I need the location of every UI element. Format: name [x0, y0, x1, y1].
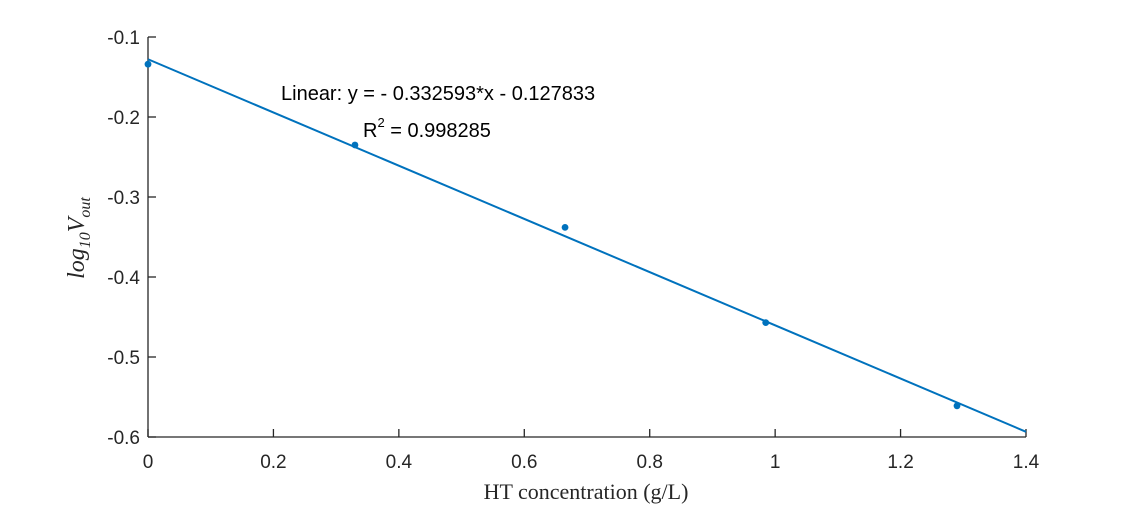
y-tick-label: -0.5: [107, 348, 140, 369]
data-point: [561, 224, 569, 231]
y-axis-title-base: log: [64, 248, 90, 279]
equation-annotation: Linear: y = - 0.332593*x - 0.127833: [281, 83, 595, 105]
y-axis-title: log10Vout: [64, 197, 94, 279]
x-tick-label: 0.8: [637, 452, 663, 473]
x-tick-label: 1.2: [887, 452, 913, 473]
fit-line-group: [147, 58, 1027, 433]
y-axis-title-main-sub: out: [77, 197, 94, 218]
data-points: [144, 60, 961, 410]
data-point: [351, 141, 359, 149]
r2-value: = 0.998285: [385, 120, 491, 142]
x-tick-label: 0.2: [260, 452, 286, 473]
y-tick-label: -0.2: [107, 108, 140, 129]
axes: [147, 37, 1026, 438]
data-point: [762, 319, 770, 326]
x-tick-label: 0.4: [386, 452, 413, 473]
fit-line: [147, 58, 1027, 433]
r2-annotation: R2 = 0.998285: [363, 115, 491, 142]
r2-prefix: R: [363, 120, 377, 142]
y-tick-label: -0.1: [107, 28, 140, 49]
x-tick-label: 1: [770, 452, 781, 473]
x-axis-title: HT concentration (g/L): [484, 479, 689, 504]
y-axis-title-base-sub: 10: [77, 232, 94, 248]
data-point: [144, 60, 152, 68]
x-tick-label: 0.6: [511, 452, 537, 473]
data-point: [953, 402, 961, 410]
x-tick-label: 0: [143, 452, 154, 473]
y-tick-label: -0.6: [107, 428, 140, 449]
r2-superscript: 2: [377, 115, 384, 130]
x-tick-label: 1.4: [1013, 452, 1040, 473]
ticks: 0 0.2 0.4 0.6 0.8 1 1.2 1.4 -0.1 -0.2 -0.3 -0.4 -0.5…: [107, 28, 1039, 473]
y-tick-label: -0.4: [107, 268, 140, 289]
y-axis-title-main: V: [64, 215, 90, 232]
y-tick-label: -0.3: [107, 188, 140, 209]
